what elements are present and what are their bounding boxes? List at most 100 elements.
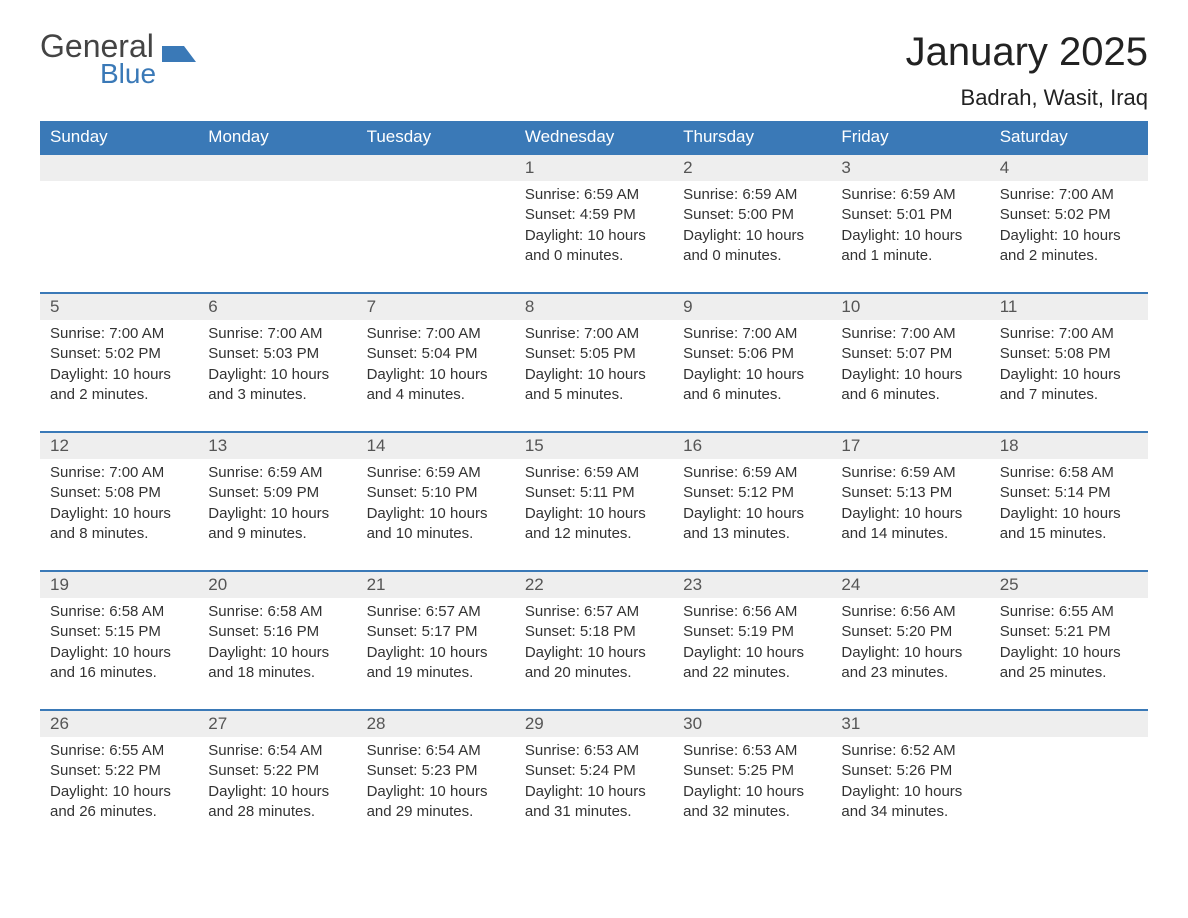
day-number-row: 12131415161718 (40, 432, 1148, 459)
day-details: Sunrise: 6:53 AMSunset: 5:25 PMDaylight:… (673, 737, 831, 848)
calendar-table: SundayMondayTuesdayWednesdayThursdayFrid… (40, 121, 1148, 848)
day-details: Sunrise: 6:58 AMSunset: 5:15 PMDaylight:… (40, 598, 198, 710)
sunrise-line: Sunrise: 6:59 AM (683, 185, 821, 205)
sunrise-line: Sunrise: 6:58 AM (50, 602, 188, 622)
day-number: 19 (40, 571, 198, 598)
sunset-line: Sunset: 5:06 PM (683, 344, 821, 364)
sunset-line: Sunset: 5:03 PM (208, 344, 346, 364)
sunset-line: Sunset: 5:19 PM (683, 622, 821, 642)
day-details: Sunrise: 6:53 AMSunset: 5:24 PMDaylight:… (515, 737, 673, 848)
day-details: Sunrise: 6:59 AMSunset: 4:59 PMDaylight:… (515, 181, 673, 293)
sunrise-line: Sunrise: 6:58 AM (208, 602, 346, 622)
sunrise-line: Sunrise: 6:57 AM (367, 602, 505, 622)
day-number: 17 (831, 432, 989, 459)
day-details: Sunrise: 6:54 AMSunset: 5:23 PMDaylight:… (357, 737, 515, 848)
empty-cell (990, 737, 1148, 848)
daylight-line: Daylight: 10 hours and 3 minutes. (208, 365, 346, 406)
day-details: Sunrise: 6:55 AMSunset: 5:22 PMDaylight:… (40, 737, 198, 848)
day-details: Sunrise: 6:52 AMSunset: 5:26 PMDaylight:… (831, 737, 989, 848)
logo: General Blue (40, 30, 196, 88)
daylight-line: Daylight: 10 hours and 2 minutes. (1000, 226, 1138, 267)
day-number: 22 (515, 571, 673, 598)
day-number-row: 1234 (40, 154, 1148, 181)
day-details: Sunrise: 7:00 AMSunset: 5:04 PMDaylight:… (357, 320, 515, 432)
day-number-row: 262728293031 (40, 710, 1148, 737)
day-details: Sunrise: 7:00 AMSunset: 5:03 PMDaylight:… (198, 320, 356, 432)
empty-cell (357, 181, 515, 293)
day-number: 14 (357, 432, 515, 459)
day-detail-row: Sunrise: 7:00 AMSunset: 5:08 PMDaylight:… (40, 459, 1148, 571)
sunrise-line: Sunrise: 6:59 AM (525, 185, 663, 205)
day-details: Sunrise: 6:54 AMSunset: 5:22 PMDaylight:… (198, 737, 356, 848)
daylight-line: Daylight: 10 hours and 31 minutes. (525, 782, 663, 823)
day-details: Sunrise: 6:59 AMSunset: 5:12 PMDaylight:… (673, 459, 831, 571)
logo-text-blue: Blue (100, 60, 196, 88)
sunset-line: Sunset: 5:05 PM (525, 344, 663, 364)
empty-cell (40, 154, 198, 181)
sunrise-line: Sunrise: 7:00 AM (841, 324, 979, 344)
sunrise-line: Sunrise: 6:55 AM (50, 741, 188, 761)
sunset-line: Sunset: 5:26 PM (841, 761, 979, 781)
day-number: 20 (198, 571, 356, 598)
day-details: Sunrise: 6:58 AMSunset: 5:14 PMDaylight:… (990, 459, 1148, 571)
day-number: 11 (990, 293, 1148, 320)
sunset-line: Sunset: 4:59 PM (525, 205, 663, 225)
sunrise-line: Sunrise: 7:00 AM (525, 324, 663, 344)
sunset-line: Sunset: 5:23 PM (367, 761, 505, 781)
page-title: January 2025 (906, 30, 1148, 75)
daylight-line: Daylight: 10 hours and 7 minutes. (1000, 365, 1138, 406)
daylight-line: Daylight: 10 hours and 34 minutes. (841, 782, 979, 823)
empty-cell (198, 154, 356, 181)
sunset-line: Sunset: 5:01 PM (841, 205, 979, 225)
weekday-header: Monday (198, 121, 356, 154)
day-details: Sunrise: 6:56 AMSunset: 5:19 PMDaylight:… (673, 598, 831, 710)
sunrise-line: Sunrise: 7:00 AM (683, 324, 821, 344)
daylight-line: Daylight: 10 hours and 23 minutes. (841, 643, 979, 684)
day-number: 3 (831, 154, 989, 181)
weekday-header: Wednesday (515, 121, 673, 154)
sunrise-line: Sunrise: 6:53 AM (525, 741, 663, 761)
sunset-line: Sunset: 5:24 PM (525, 761, 663, 781)
title-block: January 2025 Badrah, Wasit, Iraq (906, 30, 1148, 111)
day-details: Sunrise: 6:59 AMSunset: 5:10 PMDaylight:… (357, 459, 515, 571)
day-number-row: 19202122232425 (40, 571, 1148, 598)
daylight-line: Daylight: 10 hours and 22 minutes. (683, 643, 821, 684)
empty-cell (357, 154, 515, 181)
day-number: 27 (198, 710, 356, 737)
day-number: 16 (673, 432, 831, 459)
sunset-line: Sunset: 5:02 PM (50, 344, 188, 364)
day-number: 13 (198, 432, 356, 459)
day-number-row: 567891011 (40, 293, 1148, 320)
day-details: Sunrise: 6:55 AMSunset: 5:21 PMDaylight:… (990, 598, 1148, 710)
sunset-line: Sunset: 5:08 PM (50, 483, 188, 503)
day-number: 24 (831, 571, 989, 598)
daylight-line: Daylight: 10 hours and 16 minutes. (50, 643, 188, 684)
day-details: Sunrise: 7:00 AMSunset: 5:08 PMDaylight:… (40, 459, 198, 571)
sunrise-line: Sunrise: 6:57 AM (525, 602, 663, 622)
sunrise-line: Sunrise: 6:58 AM (1000, 463, 1138, 483)
day-number: 8 (515, 293, 673, 320)
daylight-line: Daylight: 10 hours and 0 minutes. (683, 226, 821, 267)
sunrise-line: Sunrise: 6:55 AM (1000, 602, 1138, 622)
sunrise-line: Sunrise: 7:00 AM (1000, 185, 1138, 205)
day-number: 5 (40, 293, 198, 320)
daylight-line: Daylight: 10 hours and 2 minutes. (50, 365, 188, 406)
daylight-line: Daylight: 10 hours and 26 minutes. (50, 782, 188, 823)
day-number: 18 (990, 432, 1148, 459)
sunset-line: Sunset: 5:08 PM (1000, 344, 1138, 364)
daylight-line: Daylight: 10 hours and 18 minutes. (208, 643, 346, 684)
sunrise-line: Sunrise: 6:52 AM (841, 741, 979, 761)
day-detail-row: Sunrise: 6:58 AMSunset: 5:15 PMDaylight:… (40, 598, 1148, 710)
weekday-header: Tuesday (357, 121, 515, 154)
day-details: Sunrise: 7:00 AMSunset: 5:05 PMDaylight:… (515, 320, 673, 432)
daylight-line: Daylight: 10 hours and 10 minutes. (367, 504, 505, 545)
daylight-line: Daylight: 10 hours and 1 minute. (841, 226, 979, 267)
day-details: Sunrise: 6:58 AMSunset: 5:16 PMDaylight:… (198, 598, 356, 710)
sunrise-line: Sunrise: 7:00 AM (208, 324, 346, 344)
empty-cell (990, 710, 1148, 737)
sunset-line: Sunset: 5:04 PM (367, 344, 505, 364)
weekday-header: Sunday (40, 121, 198, 154)
sunset-line: Sunset: 5:14 PM (1000, 483, 1138, 503)
day-number: 15 (515, 432, 673, 459)
day-detail-row: Sunrise: 6:59 AMSunset: 4:59 PMDaylight:… (40, 181, 1148, 293)
